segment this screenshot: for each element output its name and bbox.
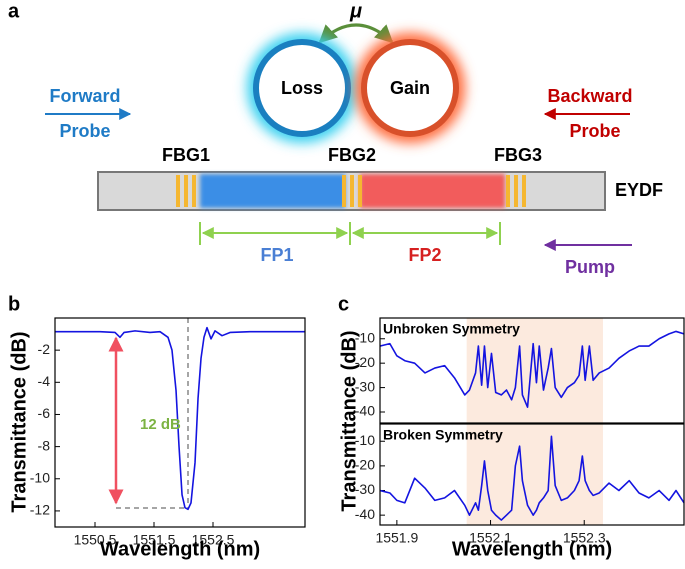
x-tick-label: 1550.5 <box>74 532 117 548</box>
fp-brackets <box>199 222 501 245</box>
annotation: Unbroken Symmetry <box>383 321 520 337</box>
coupling-arrow <box>318 23 394 44</box>
y-tick-label: -30 <box>355 378 375 394</box>
panel-label: c <box>338 293 349 315</box>
pump-label: Pump <box>565 257 615 277</box>
x-tick-label: 1552.1 <box>469 530 512 546</box>
annotation: Broken Symmetry <box>383 427 503 443</box>
spectrum-line <box>379 330 685 408</box>
fbg-gratings <box>176 175 526 207</box>
plot-frame <box>379 423 685 526</box>
fbg-label: FBG1 <box>162 145 210 165</box>
fiber-label: EYDF <box>615 180 663 200</box>
y-tick-label: -2 <box>38 341 51 357</box>
y-tick-label: -4 <box>38 373 51 389</box>
spectrum-line <box>379 435 685 521</box>
y-tick-label: -10 <box>355 432 375 448</box>
y-tick-label: -6 <box>38 405 51 421</box>
y-tick-label: -20 <box>355 457 375 473</box>
y-axis-label: Transmittance (dB) <box>8 331 30 512</box>
y-tick-label: -40 <box>355 403 375 419</box>
backward-label: Backward <box>547 86 632 106</box>
spectrum-line <box>55 326 305 511</box>
fp1-cavity <box>200 174 345 208</box>
fp2-label: FP2 <box>408 245 441 265</box>
x-tick-label: 1552.3 <box>563 530 606 546</box>
plot-frame <box>379 317 685 424</box>
loss-label: Loss <box>281 78 323 98</box>
annotation: 12 dB <box>140 416 181 433</box>
fp2-cavity <box>360 174 505 208</box>
x-tick-label: 1551.5 <box>133 532 176 548</box>
y-tick-label: -20 <box>355 354 375 370</box>
y-tick-label: -8 <box>38 437 51 453</box>
backward-probe-label: Probe <box>569 121 620 141</box>
y-tick-label: -40 <box>355 506 375 522</box>
gain-label: Gain <box>390 78 430 98</box>
y-tick-label: -10 <box>355 329 375 345</box>
loss-ring <box>253 39 351 137</box>
fbg-label: FBG3 <box>494 145 542 165</box>
panel-label: b <box>8 293 20 315</box>
y-axis-label: Transmittance (dB) <box>338 330 360 511</box>
forward-label: Forward <box>49 86 120 106</box>
x-axis-label: Wavelength (nm) <box>452 538 612 560</box>
x-tick-label: 1552.5 <box>192 532 235 548</box>
plot-frame <box>54 317 306 528</box>
fp1-label: FP1 <box>260 245 293 265</box>
gain-ring <box>361 39 459 137</box>
y-tick-label: -10 <box>30 469 50 485</box>
forward-probe-label: Probe <box>59 121 110 141</box>
fbg-label: FBG2 <box>328 145 376 165</box>
x-axis-label: Wavelength (nm) <box>100 538 260 560</box>
panel-label: a <box>8 0 20 22</box>
x-tick-label: 1551.9 <box>375 530 418 546</box>
y-tick-label: -12 <box>30 502 50 518</box>
coupling-label: μ <box>349 0 362 22</box>
y-tick-label: -30 <box>355 481 375 497</box>
